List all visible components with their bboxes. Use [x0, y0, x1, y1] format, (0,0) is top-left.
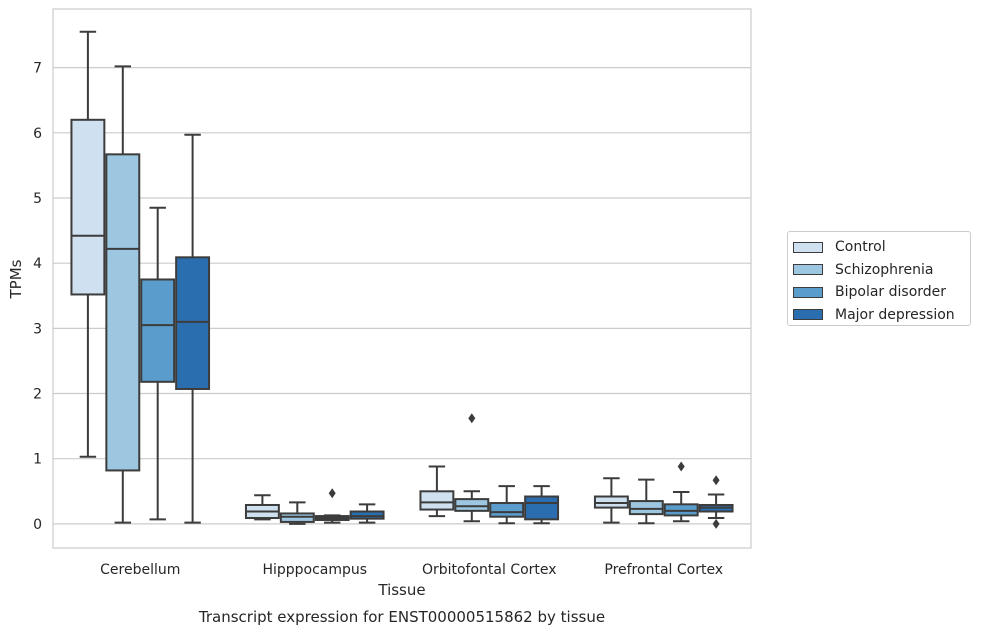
- box-iqr: [105, 153, 141, 472]
- box-3-0: [593, 477, 629, 524]
- box-iqr: [628, 500, 664, 516]
- x-tick-labels: Cerebellum Hipppocampus Orbitofontal Corte…: [100, 562, 723, 578]
- legend-label: Major depression: [835, 306, 955, 323]
- box-iqr: [454, 498, 490, 512]
- box-iqr: [489, 502, 525, 518]
- box-0-2: [140, 206, 176, 521]
- legend-swatch: [793, 286, 823, 298]
- plot-frame: [52, 8, 752, 549]
- legend-item: Major depression: [793, 304, 970, 327]
- box-1-0: [244, 494, 280, 521]
- box-1-1: [279, 501, 315, 525]
- y-tick-label: 5: [33, 191, 42, 207]
- box-0-3: [175, 133, 211, 524]
- box-iqr: [175, 256, 211, 390]
- y-tick-label: 1: [33, 452, 42, 468]
- legend-swatch: [793, 241, 823, 253]
- box-iqr: [419, 490, 455, 511]
- y-tick-label: 7: [33, 61, 42, 77]
- box-3-2: [663, 461, 699, 523]
- legend-item: Control: [793, 236, 970, 259]
- legend-item: Bipolar disorder: [793, 281, 970, 304]
- outlier-point: [468, 413, 476, 424]
- box-2-3: [524, 485, 560, 525]
- y-tick-label: 2: [33, 387, 42, 403]
- y-tick-label: 4: [33, 256, 42, 272]
- legend-swatch: [793, 264, 823, 276]
- chart-title: Transcript expression for ENST0000051586…: [198, 608, 605, 626]
- legend-item: Schizophrenia: [793, 259, 970, 282]
- legend-label: Control: [835, 239, 886, 256]
- box-iqr: [524, 495, 560, 521]
- box-iqr: [70, 118, 106, 296]
- box-0-1: [105, 65, 141, 524]
- boxes-layer: [70, 30, 734, 529]
- x-axis-title: Tissue: [377, 581, 425, 599]
- x-tick-label: Cerebellum: [100, 562, 180, 578]
- box-2-0: [419, 465, 455, 518]
- x-tick-label: Hipppocampus: [262, 562, 367, 578]
- y-tick-label: 0: [33, 517, 42, 533]
- y-tick-label: 6: [33, 126, 42, 142]
- y-tick-labels: 0 1 2 3 4 5 6 7: [33, 61, 42, 533]
- y-tick-label: 3: [33, 321, 42, 337]
- legend: Control Schizophrenia Bipolar disorder Majo…: [787, 231, 971, 326]
- outlier-point: [712, 475, 720, 486]
- box-1-3: [349, 503, 385, 524]
- box-2-1: [454, 413, 490, 523]
- legend-label: Bipolar disorder: [835, 284, 947, 301]
- y-axis-title: TPMs: [7, 259, 25, 299]
- box-3-1: [628, 478, 664, 525]
- outlier-point: [328, 488, 336, 499]
- legend-swatch: [793, 309, 823, 321]
- outlier-point: [712, 518, 720, 529]
- x-tick-label: Prefrontal Cortex: [604, 562, 723, 578]
- legend-label: Schizophrenia: [835, 261, 934, 278]
- box-1-2: [314, 488, 350, 524]
- outlier-point: [677, 461, 685, 472]
- box-0-0: [70, 30, 106, 458]
- box-3-3: [698, 475, 734, 529]
- x-tick-label: Orbitofontal Cortex: [422, 562, 557, 578]
- box-2-2: [489, 485, 525, 525]
- box-iqr: [140, 278, 176, 383]
